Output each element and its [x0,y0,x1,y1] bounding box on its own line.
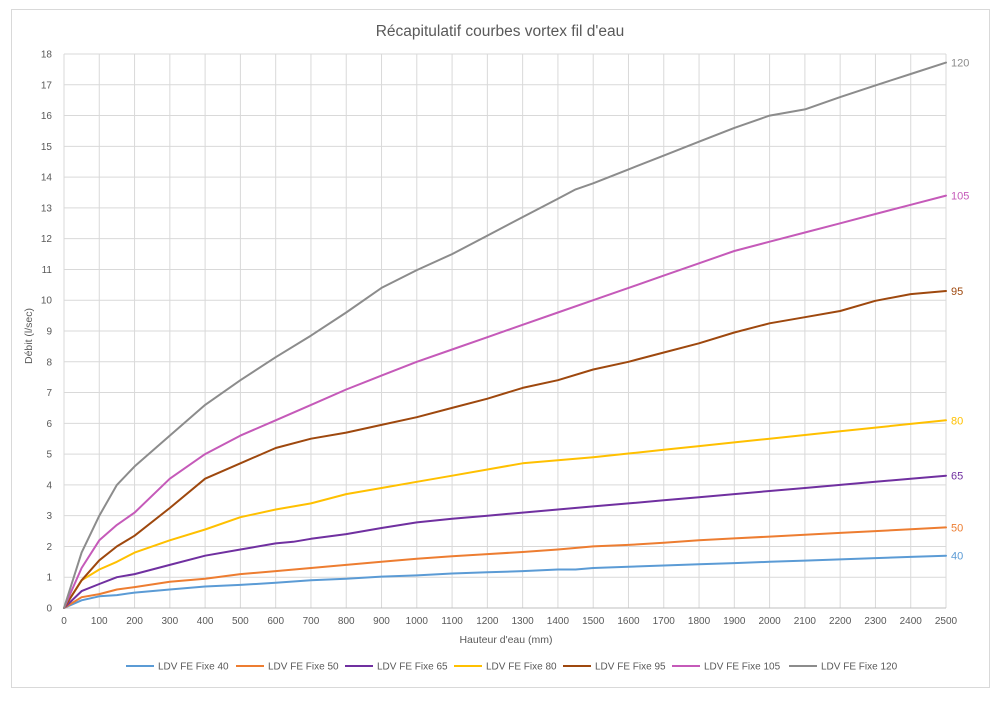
y-tick-label: 10 [41,296,53,307]
x-tick-label: 900 [373,616,390,627]
series-line-50 [63,526,947,609]
x-tick-label: 1300 [512,616,535,627]
x-tick-label: 100 [91,616,108,627]
x-tick-label: 600 [267,616,284,627]
x-axis-ticks: 0 100 200 300 400 500 600 700 800 900 1000 1100 1200… [61,616,957,627]
series-line-105 [63,194,947,609]
series-end-labels: 40 50 65 80 95 105 120 [951,58,969,563]
x-tick-label: 2300 [864,616,887,627]
x-tick-label: 200 [126,616,143,627]
x-tick-label: 500 [232,616,249,627]
series-line-95 [63,290,947,609]
x-tick-label: 800 [338,616,355,627]
x-tick-label: 1100 [441,616,463,627]
x-tick-label: 1200 [476,616,499,627]
series-line-120 [63,61,947,609]
x-tick-label: 400 [197,616,214,627]
y-tick-label: 18 [41,50,53,61]
legend: LDV FE Fixe 40 LDV FE Fixe 50 LDV FE Fixe … [126,662,898,673]
x-tick-label: 1500 [582,616,605,627]
y-tick-label: 0 [46,604,52,615]
y-tick-label: 15 [41,142,53,153]
x-tick-label: 1600 [617,616,640,627]
y-tick-label: 2 [46,542,52,553]
x-tick-label: 1000 [406,616,429,627]
legend-label: LDV FE Fixe 105 [704,662,781,673]
legend-label: LDV FE Fixe 50 [268,662,339,673]
end-label-120: 120 [951,58,969,70]
x-tick-label: 2200 [829,616,852,627]
x-tick-label: 1700 [653,616,676,627]
end-label-65: 65 [951,471,963,483]
y-tick-label: 16 [41,111,53,122]
x-tick-label: 300 [161,616,178,627]
legend-label: LDV FE Fixe 95 [595,662,666,673]
chart-frame [11,9,990,688]
end-label-80: 80 [951,415,963,427]
series-line-40 [63,554,947,609]
gridlines [63,53,947,608]
y-tick-label: 6 [46,419,52,430]
y-tick-label: 9 [46,327,52,338]
y-tick-label: 14 [41,173,53,184]
x-tick-label: 1400 [547,616,570,627]
x-tick-label: 700 [303,616,320,627]
legend-label: LDV FE Fixe 65 [377,662,448,673]
y-tick-label: 4 [46,480,52,491]
x-tick-label: 0 [61,616,67,627]
y-tick-label: 1 [46,573,52,584]
series-lines [63,61,947,609]
y-tick-label: 13 [41,203,53,214]
y-tick-label: 5 [46,450,52,461]
x-tick-label: 2400 [900,616,923,627]
y-tick-label: 3 [46,511,52,522]
x-tick-label: 2100 [794,616,817,627]
x-tick-label: 2000 [758,616,781,627]
legend-label: LDV FE Fixe 80 [486,662,557,673]
x-axis-label: Hauteur d'eau (mm) [459,634,552,646]
y-tick-label: 7 [46,388,52,399]
y-tick-label: 11 [42,265,53,276]
legend-label: LDV FE Fixe 120 [821,662,898,673]
series-line-65 [63,474,947,609]
chart-title: Récapitulatif courbes vortex fil d'eau [376,23,625,40]
x-tick-label: 2500 [935,616,958,627]
end-label-40: 40 [951,551,963,563]
legend-label: LDV FE Fixe 40 [158,662,229,673]
y-tick-label: 12 [41,234,53,245]
x-tick-label: 1800 [688,616,711,627]
end-label-105: 105 [951,191,969,203]
y-axis-label: Débit (l/sec) [23,308,35,364]
end-label-95: 95 [951,286,963,298]
y-tick-label: 8 [46,357,52,368]
series-line-80 [63,419,947,609]
x-tick-label: 1900 [723,616,746,627]
end-label-50: 50 [951,522,963,534]
y-tick-label: 17 [41,80,53,91]
